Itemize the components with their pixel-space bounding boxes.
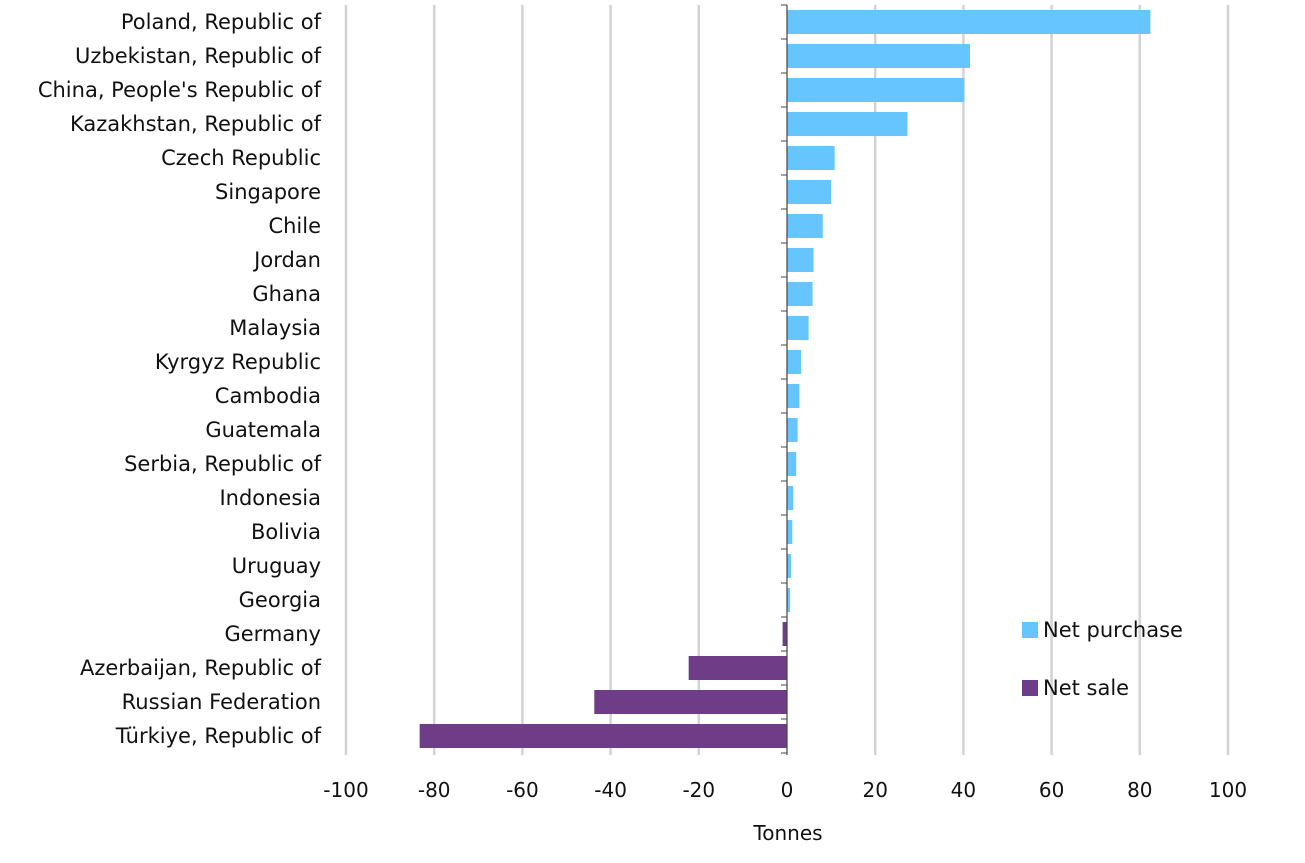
category-label: Chile — [268, 214, 321, 238]
x-tick-label: 100 — [1209, 778, 1247, 802]
bar — [594, 690, 787, 714]
legend-label: Net purchase — [1043, 618, 1183, 642]
category-label: Azerbaijan, Republic of — [80, 656, 322, 680]
category-label: Serbia, Republic of — [124, 452, 322, 476]
bar — [787, 10, 1151, 34]
bar — [787, 180, 832, 204]
x-tick-label: 0 — [781, 778, 794, 802]
bar — [787, 588, 791, 612]
x-tick-label: -40 — [594, 778, 627, 802]
category-label: Malaysia — [229, 316, 321, 340]
bar — [787, 248, 814, 272]
bar — [787, 112, 908, 136]
x-tick-label: 60 — [1039, 778, 1064, 802]
category-label: Singapore — [215, 180, 321, 204]
bars — [419, 10, 1151, 748]
x-tick-label: 40 — [951, 778, 976, 802]
bar — [787, 350, 802, 374]
category-label: Kyrgyz Republic — [155, 350, 321, 374]
category-label: China, People's Republic of — [38, 78, 322, 102]
category-label: Germany — [224, 622, 321, 646]
legend-swatch — [1022, 622, 1038, 638]
bar — [787, 384, 800, 408]
category-labels: Poland, Republic of Uzbekistan, Republic … — [38, 10, 322, 748]
category-label: Georgia — [239, 588, 321, 612]
x-tick-label: -80 — [418, 778, 451, 802]
legend: Net purchase Net sale — [1022, 618, 1183, 700]
bar — [782, 622, 787, 646]
axes — [781, 4, 788, 755]
category-label: Poland, Republic of — [121, 10, 322, 34]
x-axis-title: Tonnes — [752, 821, 822, 845]
category-label: Guatemala — [205, 418, 321, 442]
legend-label: Net sale — [1043, 676, 1129, 700]
legend-swatch — [1022, 680, 1038, 696]
bar — [688, 656, 787, 680]
category-label: Ghana — [252, 282, 321, 306]
bar — [787, 78, 965, 102]
category-label: Uruguay — [232, 554, 321, 578]
category-label: Czech Republic — [161, 146, 321, 170]
x-tick-label: -20 — [682, 778, 715, 802]
bar — [787, 520, 793, 544]
x-tick-label: 80 — [1127, 778, 1152, 802]
bar — [787, 214, 823, 238]
bar — [787, 554, 791, 578]
category-label: Indonesia — [219, 486, 321, 510]
bar — [787, 316, 809, 340]
bar — [787, 452, 797, 476]
bar — [787, 418, 798, 442]
x-tick-label: -60 — [506, 778, 539, 802]
category-label: Kazakhstan, Republic of — [70, 112, 322, 136]
category-label: Russian Federation — [122, 690, 321, 714]
bar — [787, 486, 794, 510]
bar — [787, 282, 813, 306]
category-label: Bolivia — [251, 520, 321, 544]
category-label: Jordan — [252, 248, 321, 272]
x-tick-label: 20 — [862, 778, 887, 802]
x-tick-labels: -100 -80 -60 -40 -20 0 20 40 60 80 100 — [323, 778, 1247, 802]
bar — [419, 724, 787, 748]
x-tick-label: -100 — [323, 778, 368, 802]
bar — [787, 44, 971, 68]
bar — [787, 146, 835, 170]
category-label: Cambodia — [215, 384, 321, 408]
category-label: Türkiye, Republic of — [115, 724, 322, 748]
category-label: Uzbekistan, Republic of — [75, 44, 322, 68]
